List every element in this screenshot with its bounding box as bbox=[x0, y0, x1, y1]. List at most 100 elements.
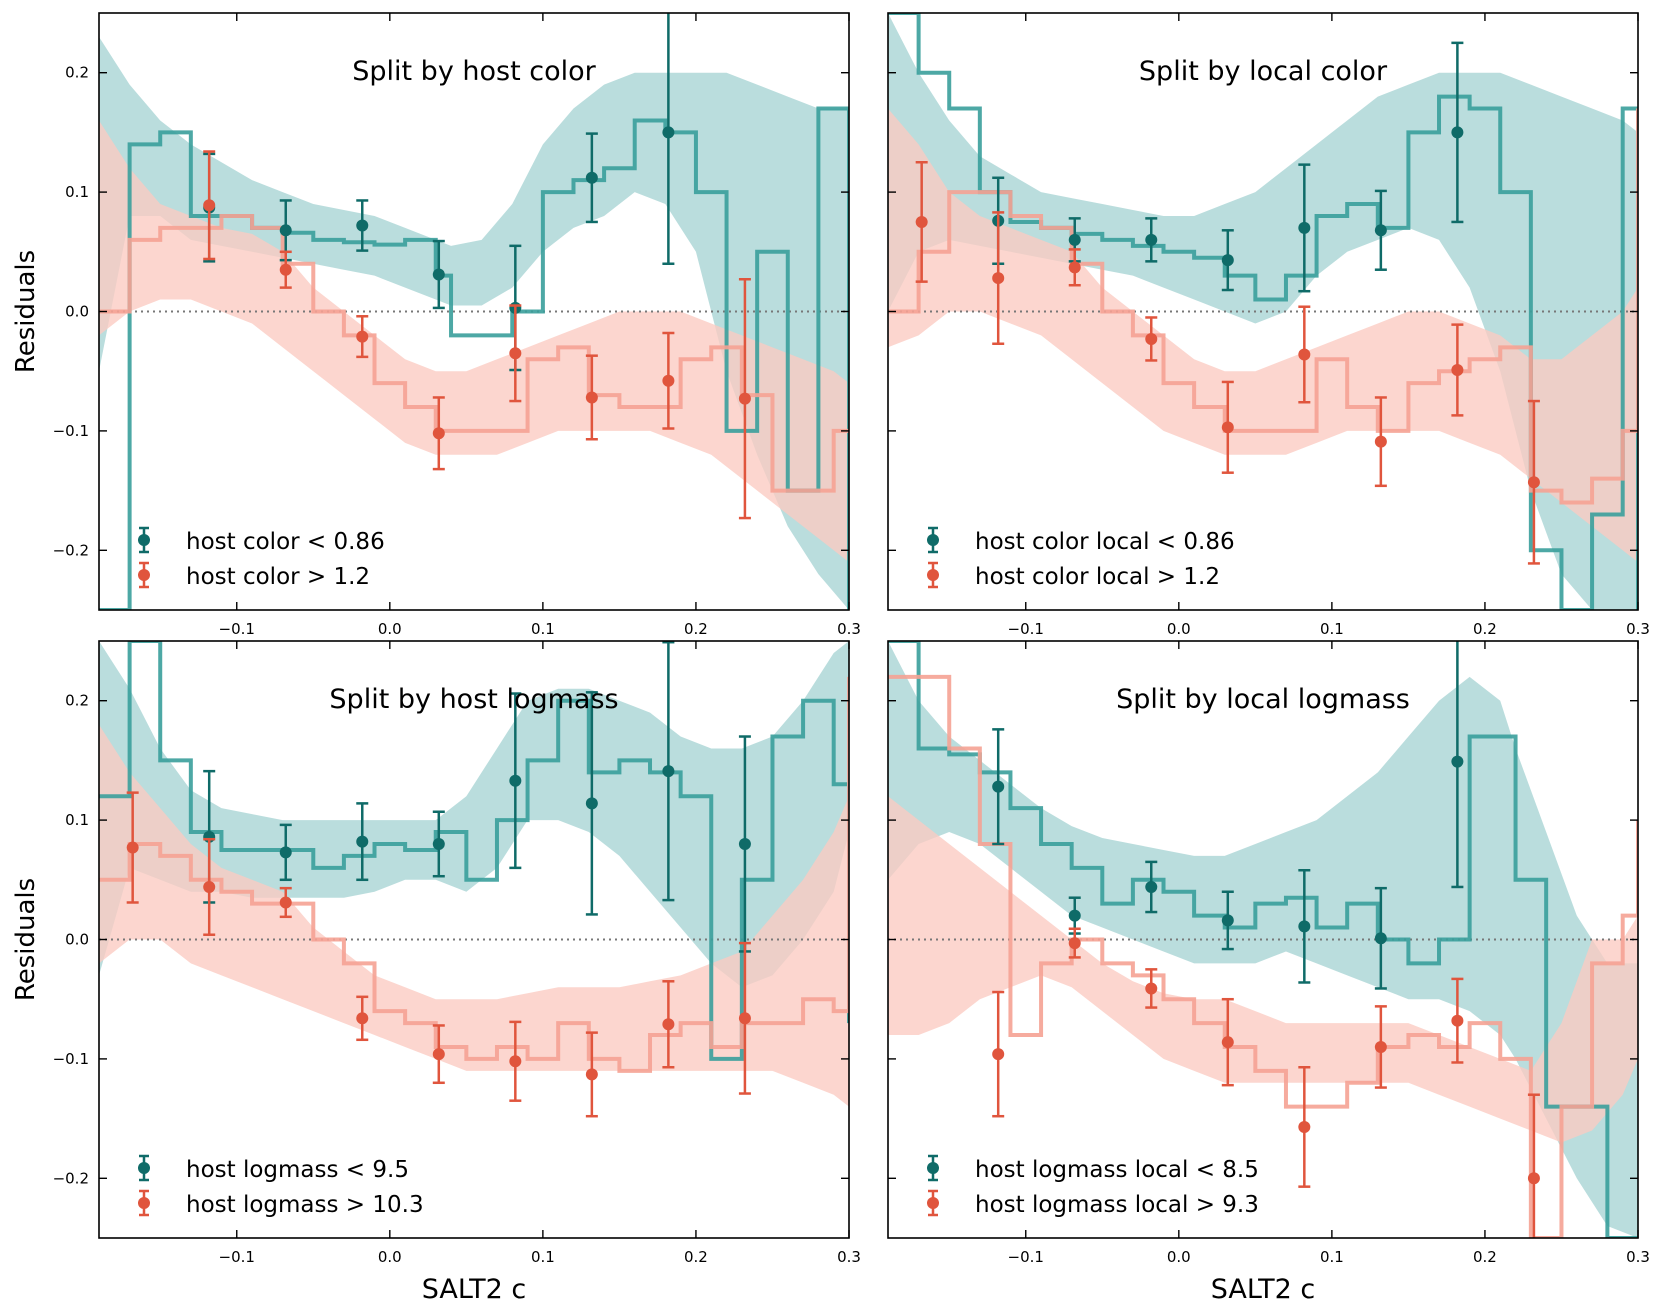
confidence-band-1 bbox=[99, 641, 849, 988]
data-point bbox=[509, 774, 522, 787]
confidence-band-2 bbox=[99, 724, 849, 1107]
legend-marker bbox=[138, 569, 150, 581]
data-point bbox=[585, 391, 598, 404]
x-tick-label: 0.2 bbox=[1473, 620, 1497, 638]
legend-label: host logmass > 10.3 bbox=[186, 1192, 424, 1218]
x-tick-label: 0.1 bbox=[531, 1248, 555, 1266]
confidence-band-1 bbox=[888, 13, 1638, 610]
data-point bbox=[1451, 755, 1464, 768]
data-point bbox=[738, 1012, 751, 1025]
confidence-band-2 bbox=[888, 108, 1638, 563]
data-point bbox=[1221, 1036, 1234, 1049]
data-point bbox=[432, 427, 445, 440]
step-curve-2 bbox=[888, 108, 1638, 505]
legend-marker bbox=[927, 1162, 939, 1174]
x-tick-label: −0.1 bbox=[219, 1248, 255, 1266]
step-curve-2 bbox=[99, 676, 849, 1073]
legend: host logmass < 9.5 host logmass > 10.3 bbox=[138, 1154, 424, 1218]
x-tick-label: 0.2 bbox=[684, 620, 708, 638]
y-tick-label: 0.2 bbox=[65, 692, 89, 710]
y-tick-label: 0.1 bbox=[65, 183, 89, 201]
x-axis-label: SALT2 c bbox=[422, 1274, 527, 1304]
legend-marker bbox=[138, 1162, 150, 1174]
data-point bbox=[1298, 221, 1311, 234]
legend: host color local < 0.86 host color local … bbox=[927, 526, 1235, 590]
chart-panel-1: −0.1 0.0 0.1 0.2 0.3 −0.2 −0.1 0.0 0.1 0.2 Split b… bbox=[11, 12, 861, 638]
data-point bbox=[585, 171, 598, 184]
data-point bbox=[1374, 932, 1387, 945]
legend-marker bbox=[138, 534, 150, 546]
x-tick-label: 0.0 bbox=[1167, 620, 1191, 638]
data-point bbox=[1527, 1172, 1540, 1185]
data-point bbox=[279, 846, 292, 859]
data-point bbox=[356, 1012, 369, 1025]
data-point bbox=[279, 224, 292, 237]
data-point bbox=[1068, 937, 1081, 950]
x-tick-label: 0.3 bbox=[1626, 620, 1650, 638]
x-tick-label: −0.1 bbox=[219, 620, 255, 638]
legend-marker bbox=[138, 1197, 150, 1209]
data-point bbox=[1145, 880, 1158, 893]
data-point bbox=[662, 374, 675, 387]
chart-panel-2: −0.1 0.0 0.1 0.2 0.3 Split by local color host… bbox=[887, 12, 1650, 638]
legend: host logmass local < 8.5 host logmass loc… bbox=[927, 1154, 1259, 1218]
data-point bbox=[1298, 1120, 1311, 1133]
data-point bbox=[585, 797, 598, 810]
chart-title: Split by local color bbox=[1139, 56, 1388, 87]
x-tick-label: 0.1 bbox=[1320, 1248, 1344, 1266]
data-point bbox=[1451, 126, 1464, 139]
data-point bbox=[1374, 224, 1387, 237]
y-tick-label: −0.2 bbox=[53, 541, 89, 559]
data-point bbox=[432, 837, 445, 850]
y-tick-label: 0.2 bbox=[65, 64, 89, 82]
step-curve-2 bbox=[99, 213, 849, 493]
data-point bbox=[509, 347, 522, 360]
data-point bbox=[662, 1018, 675, 1031]
x-tick-label: 0.0 bbox=[1167, 1248, 1191, 1266]
data-point bbox=[1221, 254, 1234, 267]
data-point bbox=[915, 215, 928, 228]
x-tick-label: 0.1 bbox=[531, 620, 555, 638]
data-point bbox=[738, 392, 751, 405]
data-point bbox=[279, 263, 292, 276]
data-point bbox=[1221, 914, 1234, 927]
x-tick-label: 0.3 bbox=[1626, 1248, 1650, 1266]
data-point bbox=[662, 126, 675, 139]
legend-label: host color local > 1.2 bbox=[975, 564, 1220, 590]
chart-panel-4: −0.1 0.0 0.1 0.2 0.3 Split by local logmass SA… bbox=[887, 640, 1650, 1304]
legend-marker bbox=[927, 534, 939, 546]
y-axis-label: Residuals bbox=[11, 250, 41, 373]
data-point bbox=[203, 199, 216, 212]
data-point bbox=[585, 1068, 598, 1081]
chart-title: Split by local logmass bbox=[1116, 684, 1410, 715]
x-tick-label: 0.1 bbox=[1320, 620, 1344, 638]
plot-area bbox=[99, 641, 849, 1118]
x-tick-label: 0.3 bbox=[837, 620, 861, 638]
plot-area bbox=[888, 13, 1638, 610]
data-point bbox=[1068, 261, 1081, 274]
plot-area bbox=[888, 641, 1638, 1238]
confidence-band-2 bbox=[99, 120, 849, 563]
data-point bbox=[509, 1055, 522, 1068]
y-tick-label: 0.1 bbox=[65, 811, 89, 829]
data-point bbox=[1374, 1040, 1387, 1053]
data-point bbox=[126, 841, 139, 854]
x-axis-label: SALT2 c bbox=[1211, 1274, 1316, 1304]
y-tick-label: −0.2 bbox=[53, 1169, 89, 1187]
data-point bbox=[203, 880, 216, 893]
legend-marker bbox=[927, 1197, 939, 1209]
data-point bbox=[1527, 476, 1540, 489]
data-point bbox=[1068, 909, 1081, 922]
data-point bbox=[738, 837, 751, 850]
legend: host color < 0.86 host color > 1.2 bbox=[138, 526, 385, 590]
data-point bbox=[1451, 1014, 1464, 1027]
chart-title: Split by host logmass bbox=[329, 684, 618, 715]
legend-marker bbox=[927, 569, 939, 581]
data-point bbox=[356, 330, 369, 343]
chart-title: Split by host color bbox=[352, 56, 596, 87]
data-point bbox=[1298, 348, 1311, 361]
data-point bbox=[1451, 364, 1464, 377]
data-point bbox=[1298, 920, 1311, 933]
x-tick-label: 0.0 bbox=[378, 620, 402, 638]
data-point bbox=[432, 268, 445, 281]
